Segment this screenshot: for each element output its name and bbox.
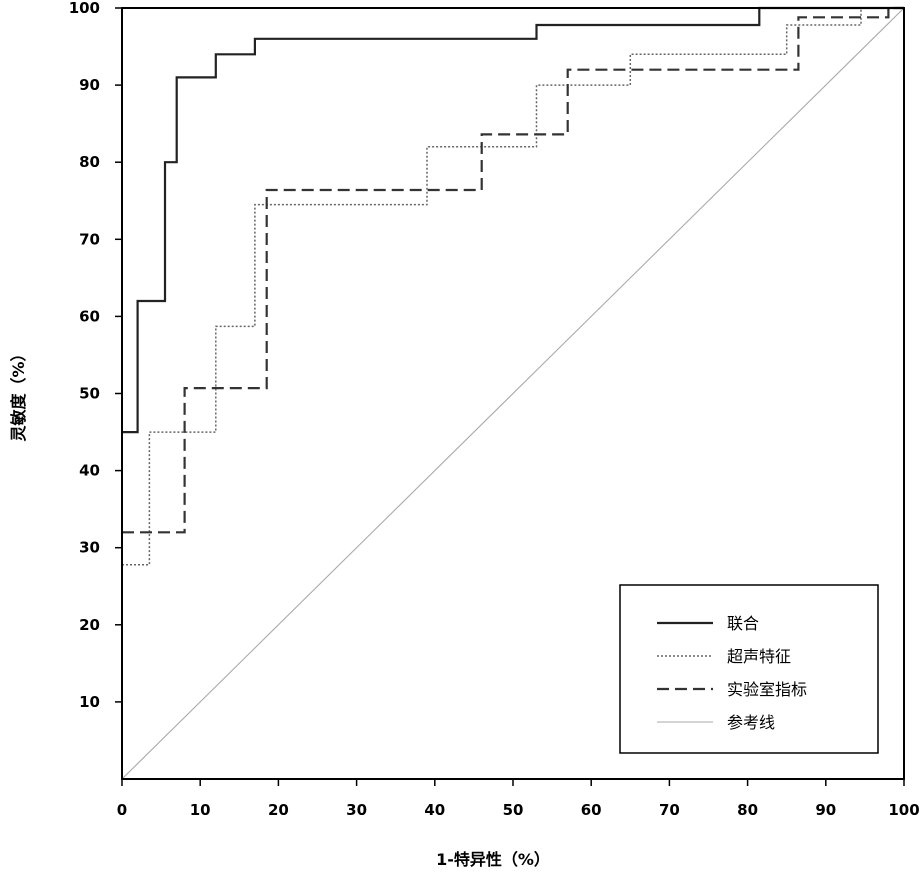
legend-label-1: 超声特征: [727, 647, 791, 666]
series-layer: [121, 6, 905, 780]
x-tick-label: 80: [737, 801, 758, 819]
legend-label-0: 联合: [727, 614, 759, 633]
y-tick-label: 10: [79, 693, 100, 711]
x-tick-label: 60: [581, 801, 602, 819]
x-tick-label: 50: [503, 801, 524, 819]
x-tick-label: 40: [424, 801, 445, 819]
y-tick-label: 70: [79, 230, 100, 248]
y-tick-label: 30: [79, 539, 100, 557]
series-line-0: [122, 6, 904, 434]
x-axis-title: 1-特异性（%）: [436, 850, 550, 869]
x-tick-label: 90: [815, 801, 836, 819]
legend-box: [619, 584, 879, 754]
ticks-layer: 0 10 20 30 40 50 60 70 80 90 100 10 20 30 40 50 60 70 80 90…: [69, 0, 920, 819]
legend-label-2: 实验室指标: [727, 680, 807, 699]
y-tick-label: 90: [79, 76, 100, 94]
series-line-3: [121, 7, 905, 780]
series-line-1: [122, 7, 904, 566]
x-tick-label: 70: [659, 801, 680, 819]
y-tick-label: 100: [69, 0, 100, 17]
y-axis-title: 灵敏度（%）: [9, 345, 28, 441]
x-tick-label: 30: [346, 801, 367, 819]
y-tick-label: 80: [79, 153, 100, 171]
y-tick-label: 60: [79, 307, 100, 325]
y-tick-label: 40: [79, 462, 100, 480]
legend-label-3: 参考线: [727, 713, 775, 732]
x-tick-label: 10: [190, 801, 211, 819]
x-tick-label: 20: [268, 801, 289, 819]
x-tick-label: 100: [888, 801, 919, 819]
series-line-2: [122, 6, 904, 534]
x-tick-label: 0: [117, 801, 127, 819]
y-tick-label: 50: [79, 385, 100, 403]
y-tick-label: 20: [79, 616, 100, 634]
